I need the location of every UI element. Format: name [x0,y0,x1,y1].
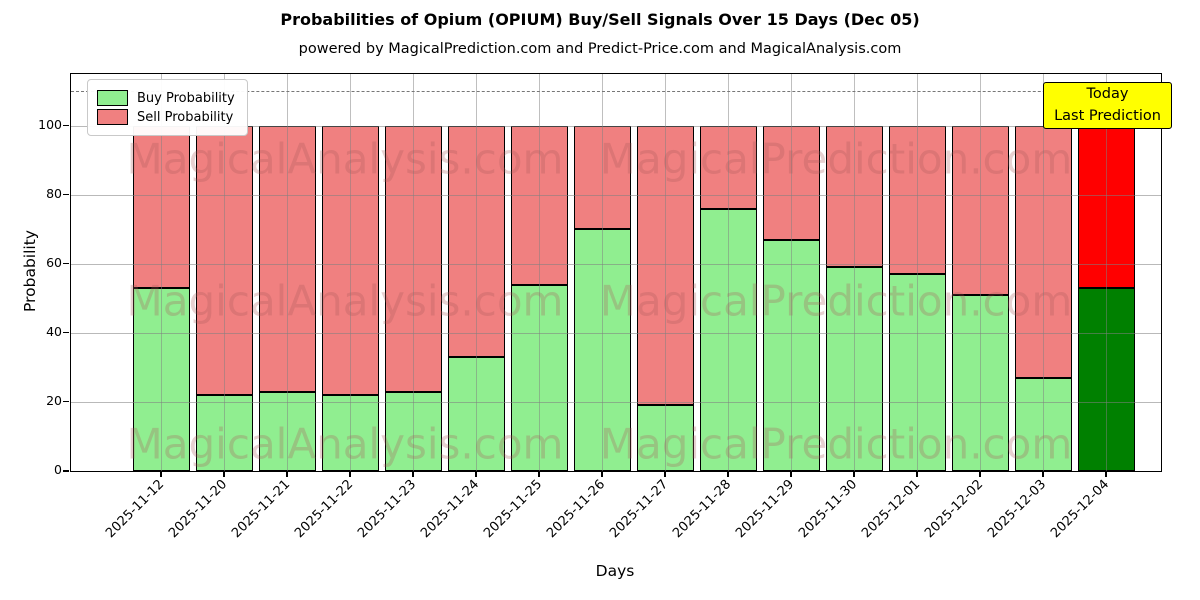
v-gridline [728,74,729,471]
v-gridline [224,74,225,471]
v-gridline [854,74,855,471]
v-gridline [539,74,540,471]
v-gridline [413,74,414,471]
x-tick-mark [223,471,225,477]
y-axis-label: Probability [21,230,39,312]
legend-label-sell: Sell Probability [137,109,234,125]
legend-label-buy: Buy Probability [137,90,235,106]
v-gridline [161,74,162,471]
y-tick-label-80: 80 [46,185,62,201]
y-tick-mark [63,331,69,334]
x-tick-mark [538,471,540,477]
y-tick-label-100: 100 [38,116,62,132]
v-gridline [980,74,981,471]
v-gridline [476,74,477,471]
x-tick-mark [1042,471,1044,477]
x-tick-mark [790,471,792,477]
x-tick-mark [286,471,288,477]
h-gridline-80 [71,194,1161,196]
x-tick-mark [727,471,729,477]
y-tick-mark [63,400,69,403]
x-tick-mark [412,471,414,477]
legend-entry-buy: Buy Probability [97,90,235,106]
y-tick-mark [63,124,69,127]
x-tick-mark [853,471,855,477]
v-gridline [602,74,603,471]
v-gridline [350,74,351,471]
h-gridline-40 [71,332,1161,334]
v-gridline [791,74,792,471]
x-tick-mark [160,471,162,477]
x-tick-mark [1105,471,1107,477]
chart-subtitle: powered by MagicalPrediction.com and Pre… [298,41,902,57]
v-gridline [287,74,288,471]
legend: Buy Probability Sell Probability [87,79,248,136]
today-annotation: Today Last Prediction [1043,82,1172,129]
v-gridline [1106,74,1107,471]
today-annotation-line1: Today [1086,86,1129,103]
v-gridline [917,74,918,471]
v-gridline [665,74,666,471]
x-tick-mark [979,471,981,477]
y-tick-mark [63,262,69,265]
y-tick-mark [63,193,69,196]
y-tick-label-60: 60 [46,254,62,270]
today-annotation-line2: Last Prediction [1054,107,1161,124]
x-axis-label: Days [595,562,635,580]
h-gridline-60 [71,263,1161,265]
y-tick-mark [63,470,69,472]
dashed-threshold-line [71,91,1161,93]
x-tick-mark [664,471,666,477]
y-tick-label-20: 20 [46,392,62,408]
buy-color-swatch [97,90,128,106]
x-tick-mark [916,471,918,477]
x-tick-mark [601,471,603,477]
v-gridline [1043,74,1044,471]
legend-entry-sell: Sell Probability [97,109,235,125]
plot-area: Buy Probability Sell Probability Today L… [70,73,1172,472]
x-tick-mark [475,471,477,477]
h-gridline-20 [71,401,1161,403]
y-tick-label-0: 0 [54,462,62,477]
y-tick-label-40: 40 [46,323,62,339]
h-gridline-100 [71,125,1161,127]
sell-color-swatch [97,109,128,125]
x-tick-mark [349,471,351,477]
chart-title: Probabilities of Opium (OPIUM) Buy/Sell … [280,10,920,29]
